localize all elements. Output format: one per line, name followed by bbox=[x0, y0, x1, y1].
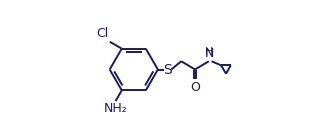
Text: O: O bbox=[190, 81, 200, 94]
Text: H: H bbox=[205, 47, 214, 57]
Text: S: S bbox=[163, 63, 172, 76]
Text: N: N bbox=[205, 47, 214, 60]
Text: Cl: Cl bbox=[96, 27, 109, 40]
Text: NH₂: NH₂ bbox=[104, 102, 127, 116]
